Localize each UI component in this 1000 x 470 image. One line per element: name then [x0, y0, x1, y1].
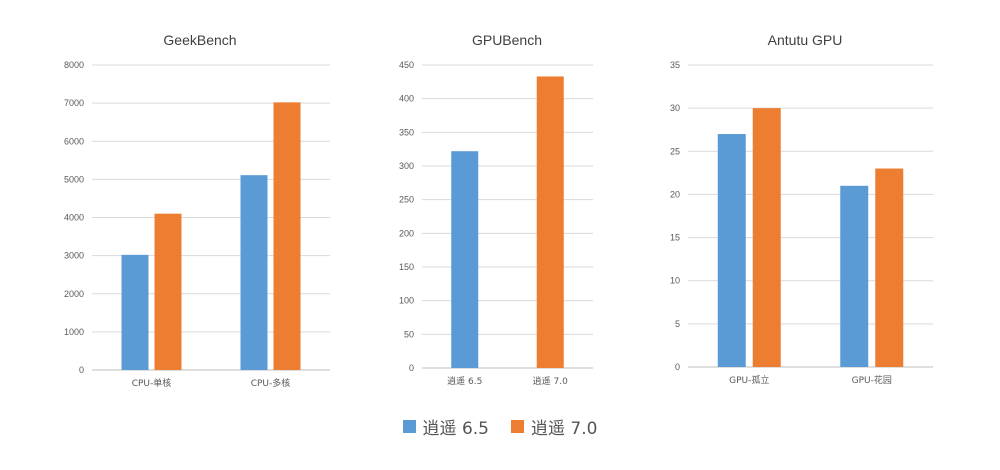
- legend-label-series-2: 逍遥 7.0: [531, 418, 598, 439]
- x-tick-label: GPU-花园: [852, 374, 892, 386]
- y-tick-label: 30: [670, 103, 680, 113]
- y-tick-label: 10: [670, 276, 680, 286]
- y-tick-label: 20: [670, 189, 680, 199]
- y-tick-label: 25: [670, 146, 680, 156]
- x-tick-label: 逍遥 6.5: [447, 375, 482, 387]
- bar-2-1-2: [536, 76, 564, 369]
- y-tick-label: 6000: [64, 136, 84, 146]
- y-tick-label: 15: [670, 233, 680, 243]
- y-tick-label: 50: [404, 329, 414, 339]
- y-tick-label: 1000: [64, 327, 84, 337]
- bar-1-1-2: [240, 175, 268, 370]
- legend-item-series-1: 逍遥 6.5: [402, 414, 489, 439]
- y-tick-label: 100: [399, 296, 414, 306]
- bar-1-2-1: [154, 213, 182, 370]
- bar-3-1-2: [840, 185, 869, 367]
- chart-title-1: GeekBench: [163, 32, 236, 48]
- x-tick-label: CPU-多核: [251, 377, 291, 389]
- y-tick-label: 8000: [64, 60, 84, 70]
- legend-item-series-2: 逍遥 7.0: [511, 414, 597, 439]
- chart-title-3: Antutu GPU: [768, 32, 843, 48]
- y-tick-label: 450: [399, 60, 414, 70]
- bar-1-2-2: [273, 102, 301, 371]
- bar-2-1-1: [451, 151, 479, 368]
- y-tick-label: 5: [675, 319, 680, 329]
- y-tick-label: 200: [399, 228, 414, 238]
- y-tick-label: 7000: [64, 98, 84, 108]
- bar-1-1-1: [121, 254, 149, 370]
- y-tick-label: 5000: [64, 174, 84, 184]
- y-tick-label: 400: [399, 94, 414, 104]
- chart-title-2: GPUBench: [472, 32, 542, 48]
- y-tick-label: 0: [675, 362, 680, 372]
- x-tick-label: 逍遥 7.0: [533, 375, 568, 387]
- legend-swatch-series-1: [402, 419, 416, 433]
- y-tick-label: 300: [399, 161, 414, 171]
- y-tick-label: 4000: [64, 213, 84, 223]
- y-tick-label: 250: [399, 195, 414, 205]
- bar-3-1-1: [717, 134, 746, 367]
- x-tick-label: CPU-单核: [132, 377, 172, 389]
- legend: 逍遥 6.5 逍遥 7.0: [0, 414, 1000, 439]
- y-tick-label: 150: [399, 262, 414, 272]
- y-tick-label: 0: [409, 363, 414, 373]
- y-tick-label: 350: [399, 127, 414, 137]
- charts-canvas: GeekBench0100020003000400050006000700080…: [64, 32, 933, 389]
- y-tick-label: 2000: [64, 289, 84, 299]
- legend-swatch-series-2: [511, 419, 524, 433]
- y-tick-label: 0: [79, 365, 84, 375]
- bar-3-2-1: [752, 108, 781, 368]
- legend-label-series-1: 逍遥 6.5: [422, 418, 489, 439]
- bar-3-2-2: [875, 168, 904, 367]
- y-tick-label: 3000: [64, 251, 84, 261]
- x-tick-label: GPU-孤立: [729, 374, 769, 386]
- y-tick-label: 35: [670, 60, 680, 70]
